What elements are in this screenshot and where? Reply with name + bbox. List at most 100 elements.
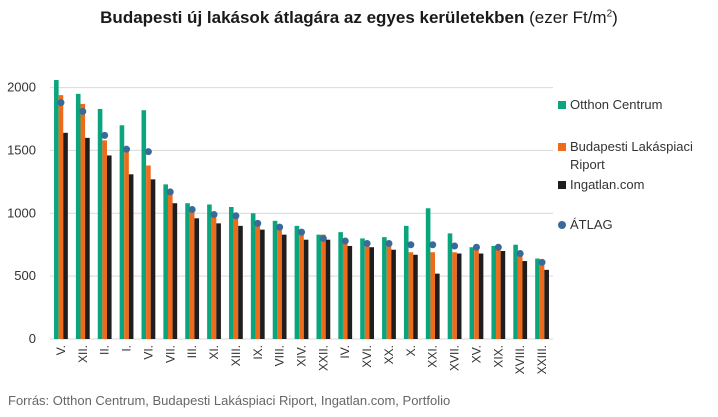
x-category-label: XIII. <box>229 345 243 366</box>
bar-blr <box>146 165 151 339</box>
bar-otthon <box>294 225 300 339</box>
average-dot <box>232 212 240 220</box>
x-category-label: XI. <box>207 345 221 360</box>
bar-otthon <box>97 108 103 339</box>
x-category-label: XXI. <box>426 345 440 368</box>
average-dot <box>319 234 327 242</box>
legend-item: Budapesti Lakáspiaci Riport <box>558 138 693 174</box>
bar-blr <box>167 190 173 339</box>
bar-ingatlan <box>216 223 221 339</box>
average-dot <box>166 188 174 196</box>
bar-otthon <box>250 213 256 339</box>
x-category-label: XVII. <box>448 345 462 371</box>
bar-ingatlan <box>435 273 440 339</box>
bar-otthon <box>272 220 278 339</box>
x-category-label: XXIII. <box>535 345 549 374</box>
bar-ingatlan <box>260 229 265 339</box>
x-category-label: IV. <box>338 345 352 359</box>
average-dot <box>101 131 109 139</box>
legend-item: Otthon Centrum <box>558 96 663 114</box>
bar-blr <box>211 214 217 339</box>
bar-ingatlan <box>544 269 549 339</box>
legend-swatch-icon <box>558 101 566 109</box>
bar-blr <box>364 243 370 339</box>
y-axis-ticks: 0 500 1000 1500 2000 <box>7 80 36 346</box>
x-category-label: XV. <box>469 345 483 363</box>
bar-ingatlan <box>413 254 418 339</box>
bar-ingatlan <box>106 155 112 339</box>
unit-suffix: ) <box>612 8 618 27</box>
bar-ingatlan <box>172 203 178 339</box>
average-dot <box>385 239 393 247</box>
average-dot <box>144 148 152 156</box>
x-category-label: XVI. <box>360 345 374 368</box>
average-dot <box>188 206 196 214</box>
unit-sup: 2 <box>606 8 613 20</box>
bar-ingatlan <box>281 234 287 339</box>
bar-ingatlan <box>85 137 90 339</box>
bar-blr <box>58 95 64 339</box>
bar-ingatlan <box>478 253 484 339</box>
bar-otthon <box>382 237 387 339</box>
chart-title-main: Budapesti új lakások átlagára az egyes k… <box>100 8 525 27</box>
source-note: Forrás: Otthon Centrum, Budapesti Lakásp… <box>8 393 451 408</box>
legend-item: Ingatlan.com <box>558 176 644 194</box>
x-category-label: XXII. <box>316 345 330 371</box>
bar-blr <box>539 262 545 339</box>
bar-blr <box>80 103 86 340</box>
bar-otthon <box>338 232 343 339</box>
chart-title-unit: (ezer Ft/m2) <box>529 8 618 27</box>
average-dot <box>472 243 480 251</box>
bar-ingatlan <box>194 218 200 339</box>
x-category-label: I. <box>120 345 134 352</box>
x-axis-categories: V. XII. II. I. VI. VII. III. XI. XIII. IX. VIII. XI… <box>54 345 549 374</box>
legend-item: ÁTLAG <box>558 216 613 234</box>
y-tick-label: 0 <box>29 331 36 346</box>
bar-blr <box>496 245 501 339</box>
average-dot <box>298 228 305 236</box>
legend-label: Otthon Centrum <box>570 97 663 112</box>
bar-blr <box>386 240 392 339</box>
bar-ingatlan <box>522 261 528 339</box>
bar-ingatlan <box>369 247 375 339</box>
bar-otthon <box>119 125 125 340</box>
bar-blr <box>233 213 239 339</box>
x-category-label: IX. <box>251 345 265 360</box>
average-dots <box>57 99 546 266</box>
bar-otthon <box>75 93 81 339</box>
y-tick-label: 1500 <box>7 142 36 157</box>
bar-otthon <box>185 203 190 339</box>
bar-otthon <box>228 207 234 339</box>
average-dot <box>57 99 65 107</box>
bar-blr <box>430 252 436 339</box>
bar-blr <box>189 209 195 339</box>
average-dot <box>516 250 524 258</box>
bar-blr <box>452 252 457 339</box>
y-tick-label: 1000 <box>7 205 36 220</box>
x-category-label: II. <box>98 345 112 355</box>
x-category-label: XII. <box>76 345 90 363</box>
chart-title: Budapesti új lakások átlagára az egyes k… <box>0 8 718 28</box>
bar-blr <box>474 245 479 339</box>
bar-ingatlan <box>238 225 243 339</box>
bar-ingatlan <box>325 239 331 339</box>
bar-ingatlan <box>456 253 462 339</box>
x-category-label: XVIII. <box>513 345 527 374</box>
average-dot <box>363 239 371 247</box>
bar-ingatlan <box>150 179 156 339</box>
average-dot <box>538 258 546 266</box>
average-dot <box>494 243 502 251</box>
x-category-label: X. <box>404 345 418 356</box>
unit-prefix: (ezer Ft/m <box>529 8 607 27</box>
average-dot <box>123 145 131 153</box>
x-category-label: VIII. <box>273 345 287 366</box>
bar-otthon <box>163 184 168 339</box>
bar-ingatlan <box>63 132 68 339</box>
bar-otthon <box>425 208 431 339</box>
bar-otthon <box>141 110 147 339</box>
legend-label: Ingatlan.com <box>570 177 645 192</box>
bar-otthon <box>535 258 540 339</box>
x-category-label: XX. <box>382 345 396 364</box>
bar-otthon <box>447 233 453 339</box>
